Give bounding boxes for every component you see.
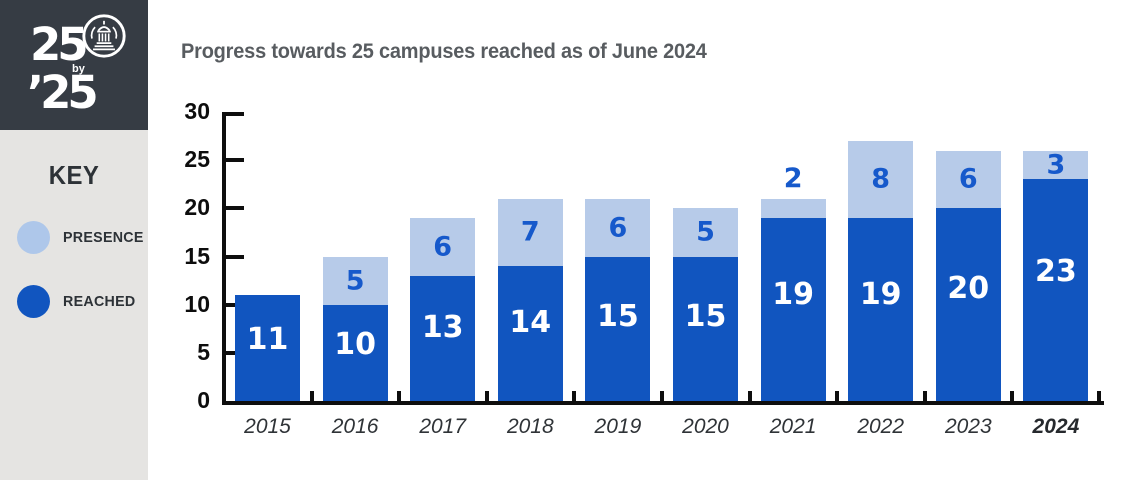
x-axis-tick-1 [309, 391, 314, 401]
chart-title: Progress towards 25 campuses reached as … [181, 40, 707, 63]
logo-text-25: 25 [30, 18, 89, 71]
bar-label-reached-2016: 10 [334, 327, 376, 363]
bar-2018: 14 7 [497, 198, 563, 401]
bar-segment-reached-2021: 19 [760, 217, 826, 401]
bar-label-reached-2022: 19 [859, 276, 902, 312]
y-axis-tick-20 [226, 206, 244, 211]
bar-label-presence-2023: 6 [958, 163, 978, 195]
bar-segment-presence-2018: 7 [497, 198, 563, 267]
bar-label-presence-2021: 2 [783, 162, 803, 194]
y-axis-label-30: 30 [184, 98, 210, 124]
bar-label-reached-2019: 15 [597, 299, 639, 335]
x-axis-tick-3 [484, 391, 489, 401]
x-axis-tick-6 [747, 391, 752, 401]
x-axis-label-2017: 2017 [419, 415, 467, 438]
x-axis-tick-5 [660, 391, 664, 401]
bar-label-reached-2018: 14 [509, 304, 552, 340]
y-axis-label-20: 20 [184, 194, 210, 221]
bar-label-presence-2017: 6 [433, 231, 453, 263]
logo-text-25b: ’25 [27, 66, 99, 119]
bar-label-reached-2021: 19 [772, 276, 814, 312]
y-axis-tick-30 [226, 112, 244, 116]
bar-label-presence-2018: 7 [520, 216, 540, 248]
x-axis-label-2024: 2024 [1032, 415, 1080, 438]
legend-item-reached: REACHED [17, 284, 139, 318]
bar-2020: 15 5 [673, 208, 738, 401]
x-axis-label-2021: 2021 [769, 415, 817, 438]
x-axis-label-2020: 2020 [682, 415, 729, 438]
bar-2015: 11 [235, 295, 300, 401]
sidebar: 25 by ’25 KEY PRESENCE [0, 0, 148, 480]
logo-25-by-25: 25 by ’25 [0, 0, 148, 130]
bar-segment-reached-2016: 10 [322, 304, 388, 401]
bar-2022: 19 8 [848, 140, 914, 401]
bar-segment-presence-2024: 3 [1023, 149, 1089, 181]
x-axis-label-2022: 2022 [857, 415, 905, 438]
bar-label-presence-2016: 5 [345, 265, 365, 297]
bar-2021: 19 2 [760, 165, 826, 401]
bar-label-presence-2019: 6 [608, 212, 628, 244]
bar-segment-reached-2019: 15 [585, 256, 651, 401]
y-axis-label-25: 25 [184, 146, 210, 173]
x-axis-label-2018: 2018 [506, 415, 554, 438]
x-axis-label-2015: 2015 [244, 415, 291, 438]
legend-item-presence: PRESENCE [17, 220, 148, 254]
y-axis-label-15: 15 [184, 242, 210, 269]
bar-segment-presence-2022: 8 [848, 140, 914, 218]
x-axis-tick-4 [572, 391, 577, 401]
bar-segment-reached-2022: 19 [848, 217, 914, 401]
bar-label-reached-2020: 15 [684, 299, 727, 335]
x-axis-tick-7 [835, 391, 840, 401]
x-axis-label-2019: 2019 [594, 415, 642, 438]
bar-segment-reached-2015: 11 [235, 295, 300, 401]
y-axis-tick-25 [226, 158, 244, 163]
legend-label-presence: PRESENCE [63, 228, 144, 246]
bar-2016: 10 5 [322, 256, 388, 401]
bar-label-presence-2024: 3 [1046, 149, 1066, 181]
bar-label-presence-2022: 8 [871, 163, 891, 195]
bar-segment-presence-2021 [760, 198, 826, 218]
bar-segment-reached-2023: 20 [935, 208, 1001, 401]
bar-2023: 20 6 [935, 150, 1001, 401]
legend-label-reached: REACHED [63, 292, 136, 310]
bar-2024: 23 3 [1023, 149, 1089, 401]
bar-segment-presence-2016: 5 [322, 256, 388, 305]
x-axis-tick-9 [1010, 391, 1015, 401]
reached-swatch-icon [17, 284, 50, 318]
bar-segment-presence-2019: 6 [585, 198, 651, 257]
x-axis-tick-end [1097, 391, 1102, 401]
bar-segment-presence-2023: 6 [935, 150, 1001, 209]
bar-2017: 13 6 [410, 217, 476, 401]
bar-segment-reached-2018: 14 [497, 266, 563, 401]
x-axis-tick-8 [922, 391, 927, 401]
x-axis-label-2016: 2016 [331, 415, 379, 438]
bar-label-reached-2024: 23 [1035, 254, 1077, 290]
y-axis-label-5: 5 [197, 338, 210, 365]
y-axis-label-0: 0 [197, 387, 210, 413]
bar-label-presence-2020: 5 [696, 216, 715, 248]
campus-seal-icon [82, 14, 126, 58]
bar-segment-presence-2017: 6 [410, 217, 476, 276]
x-axis-tick-2 [397, 391, 402, 401]
bar-label-reached-2017: 13 [421, 310, 464, 346]
bar-label-reached-2015: 11 [246, 321, 289, 357]
bar-segment-presence-2020: 5 [673, 208, 738, 257]
presence-swatch-icon [17, 220, 50, 254]
bar-segment-reached-2017: 13 [410, 275, 476, 401]
x-axis-label-2023: 2023 [944, 415, 992, 438]
bar-segment-reached-2020: 15 [673, 256, 738, 401]
bar-segment-reached-2024: 23 [1023, 179, 1089, 401]
y-axis-tick-15 [226, 254, 244, 259]
bar-label-reached-2023: 20 [947, 271, 990, 307]
key-heading: KEY [48, 160, 100, 190]
logo-text-by: by [72, 63, 85, 75]
y-axis-label-10: 10 [184, 290, 210, 317]
stacked-bar-chart: 0 5 10 15 20 25 30 11 2015 10 5 2016 13 6 2017 14 7 2018 1… [184, 98, 1104, 438]
bar-2019: 15 6 [585, 198, 651, 401]
